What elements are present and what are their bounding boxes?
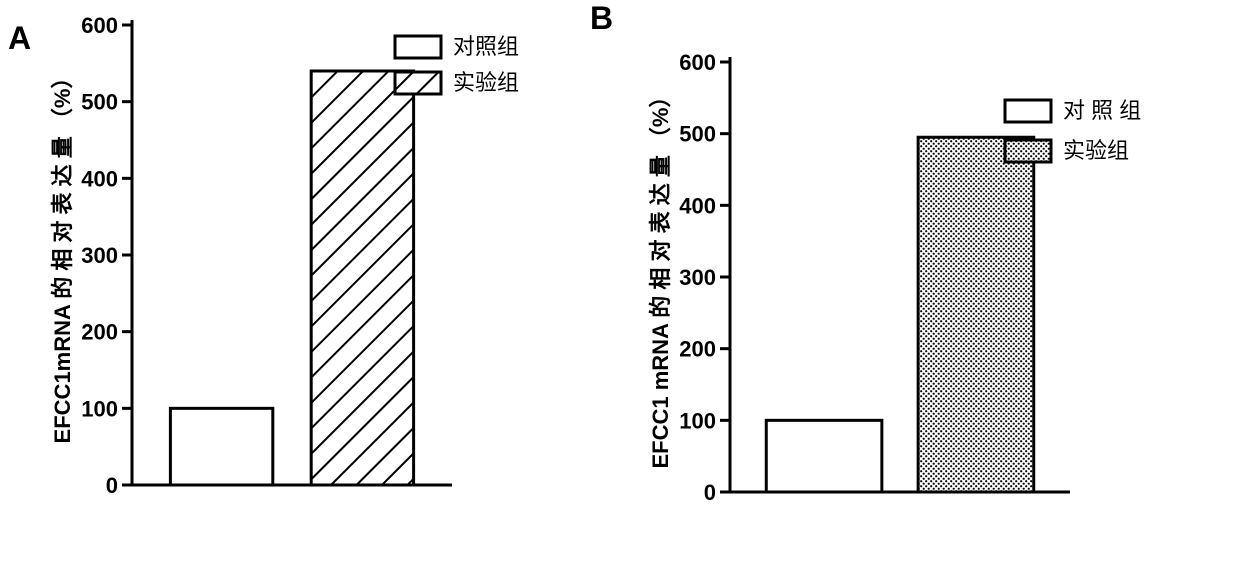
svg-text:400: 400: [81, 166, 118, 191]
svg-text:500: 500: [81, 90, 118, 115]
svg-text:0: 0: [704, 480, 716, 505]
svg-text:200: 200: [81, 320, 118, 345]
svg-text:100: 100: [679, 408, 716, 433]
panel-a: A 0100200300400500600EFCC1mRNA 的 相 对 表 达…: [0, 0, 620, 571]
panel-a-chart: 0 100 200 300 400 500 600 EFCC1mRNA 的 相 对 表 达 量…: [0, 0, 620, 571]
svg-text:400: 400: [679, 193, 716, 218]
panel-b: B 0100200300400500600EFCC1 mRNA 的 相 对 表 …: [620, 0, 1240, 571]
svg-text:对照组: 对照组: [453, 34, 519, 59]
panel-b-chart: 0 100 200 300 400 500 600EFCC1 mRNA 的 相 对 表 达 …: [620, 0, 1240, 571]
svg-text:300: 300: [679, 265, 716, 290]
svg-text:500: 500: [679, 122, 716, 147]
svg-text:实验组: 实验组: [453, 70, 519, 95]
svg-text:100: 100: [81, 396, 118, 421]
svg-text:600: 600: [679, 50, 716, 75]
svg-text:300: 300: [81, 243, 118, 268]
figure-wrap: A 0100200300400500600EFCC1mRNA 的 相 对 表 达…: [0, 0, 1240, 571]
svg-text:600: 600: [81, 13, 118, 38]
svg-text:EFCC1mRNA 的 相 对 表 达 量 （%）: EFCC1mRNA 的 相 对 表 达 量 （%）: [50, 67, 75, 444]
panel-b-label: B: [590, 0, 613, 37]
svg-text:200: 200: [679, 337, 716, 362]
svg-text:对 照 组: 对 照 组: [1063, 98, 1141, 123]
svg-text:0: 0: [106, 473, 118, 498]
svg-text:实验组: 实验组: [1063, 138, 1129, 163]
svg-text:EFCC1 mRNA 的 相 对 表 达 量 （%）: EFCC1 mRNA 的 相 对 表 达 量 （%）: [648, 86, 673, 469]
